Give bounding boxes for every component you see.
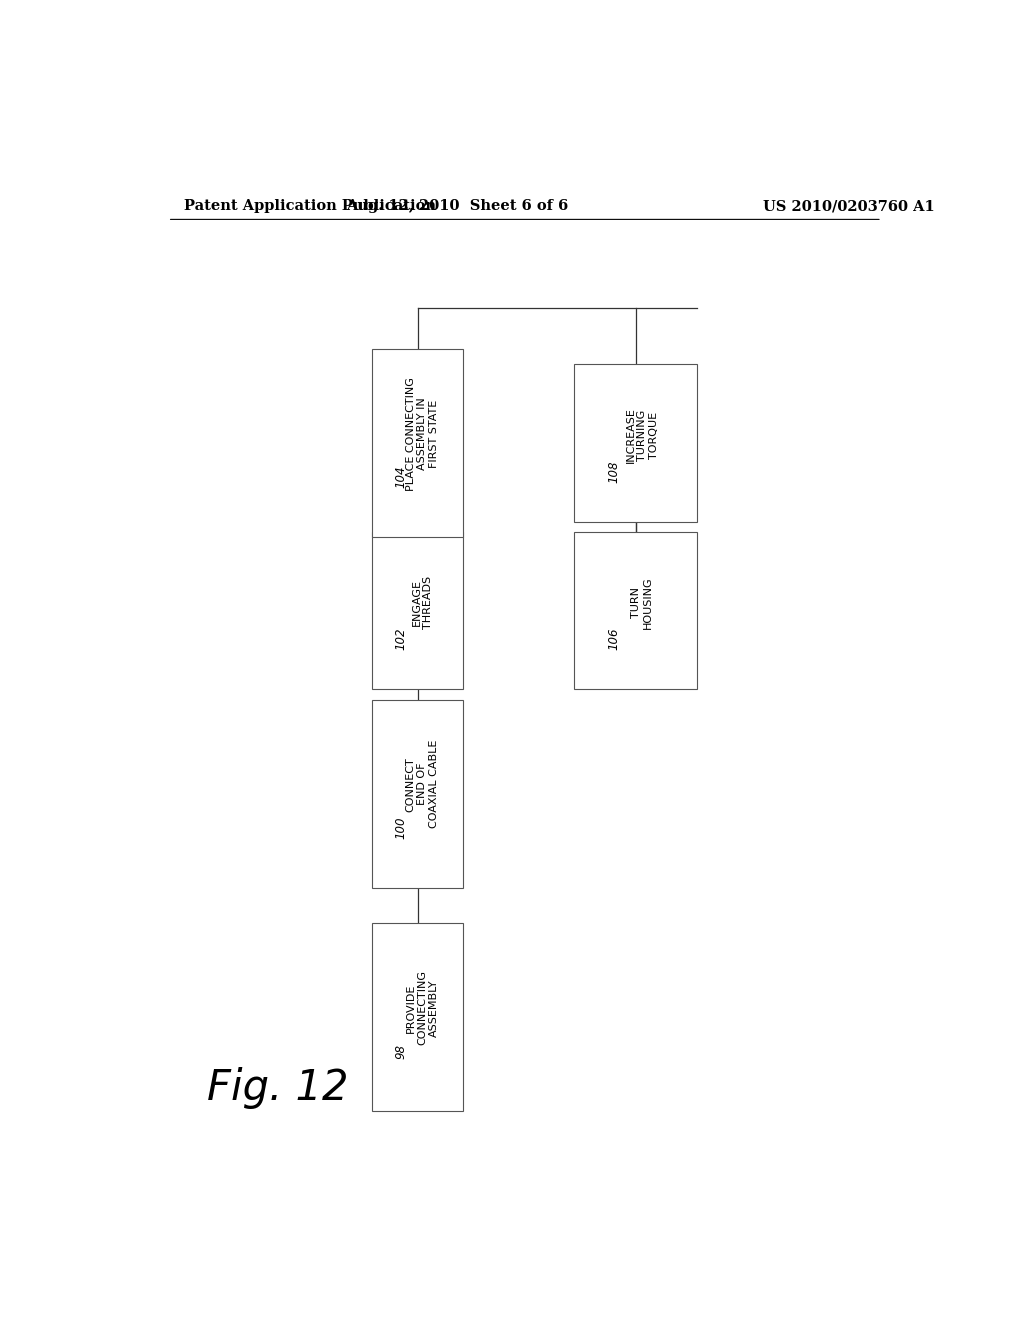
Bar xyxy=(574,532,697,689)
Text: CONNECT
END OF
COAXIAL CABLE: CONNECT END OF COAXIAL CABLE xyxy=(406,741,439,829)
Text: ENGAGE
THREADS: ENGAGE THREADS xyxy=(412,577,433,630)
Text: 100: 100 xyxy=(394,816,408,838)
Text: PROVIDE
CONNECTING
ASSEMBLY: PROVIDE CONNECTING ASSEMBLY xyxy=(406,970,439,1045)
Text: TURN
HOUSING: TURN HOUSING xyxy=(631,577,653,630)
Text: Aug. 12, 2010  Sheet 6 of 6: Aug. 12, 2010 Sheet 6 of 6 xyxy=(346,199,568,213)
Bar xyxy=(372,532,463,689)
Text: INCREASE
TURNING
TORQUE: INCREASE TURNING TORQUE xyxy=(626,407,658,463)
Bar xyxy=(372,700,463,887)
Text: 102: 102 xyxy=(394,628,408,651)
Text: US 2010/0203760 A1: US 2010/0203760 A1 xyxy=(763,199,935,213)
Text: 98: 98 xyxy=(394,1044,408,1059)
Text: PLACE CONNECTING
ASSEMBLY IN
FIRST STATE: PLACE CONNECTING ASSEMBLY IN FIRST STATE xyxy=(406,376,439,491)
Bar xyxy=(574,364,697,521)
Text: 108: 108 xyxy=(607,461,621,483)
Text: 106: 106 xyxy=(607,628,621,651)
Bar xyxy=(372,348,463,537)
Text: Patent Application Publication: Patent Application Publication xyxy=(183,199,435,213)
Text: Fig. 12: Fig. 12 xyxy=(207,1068,349,1109)
Text: 104: 104 xyxy=(394,466,408,488)
Bar xyxy=(372,923,463,1111)
